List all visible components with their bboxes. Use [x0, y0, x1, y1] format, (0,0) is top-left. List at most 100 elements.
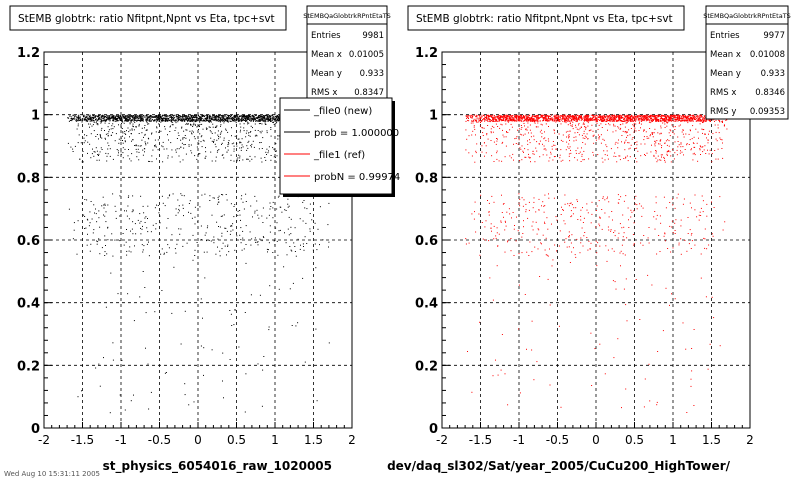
data-point	[138, 151, 140, 153]
data-point	[126, 215, 128, 217]
data-point	[171, 149, 173, 151]
data-point	[676, 197, 678, 199]
data-point	[641, 116, 643, 118]
data-point	[180, 119, 182, 121]
data-point	[619, 116, 621, 118]
data-point	[142, 154, 144, 156]
data-point	[479, 125, 481, 127]
data-point	[107, 204, 109, 206]
data-point	[139, 116, 141, 118]
data-point	[140, 119, 142, 121]
data-point	[123, 118, 125, 120]
data-point	[83, 119, 85, 121]
data-point	[120, 137, 122, 139]
data-point	[233, 216, 235, 218]
data-point	[211, 117, 213, 119]
data-point	[101, 247, 103, 249]
data-point	[564, 118, 566, 120]
data-point	[306, 243, 308, 244]
data-point	[143, 115, 144, 117]
data-point	[223, 118, 225, 120]
data-point	[189, 120, 191, 122]
data-point	[527, 217, 529, 219]
data-point	[108, 117, 110, 119]
data-point	[702, 117, 704, 119]
data-point	[511, 119, 513, 121]
data-point	[192, 126, 194, 127]
data-point	[166, 119, 168, 121]
data-point	[169, 120, 171, 122]
data-point	[268, 326, 270, 328]
data-point	[191, 119, 193, 121]
data-point	[486, 116, 488, 118]
data-point	[241, 114, 243, 116]
data-point	[182, 115, 183, 117]
data-point	[544, 148, 546, 150]
data-point	[89, 114, 91, 116]
data-point	[655, 196, 657, 198]
data-point	[155, 146, 157, 148]
data-point	[256, 209, 258, 211]
data-point	[473, 126, 475, 128]
data-point	[125, 119, 127, 121]
data-point	[259, 119, 261, 121]
data-point	[698, 137, 699, 139]
data-point	[484, 226, 486, 228]
data-point	[161, 120, 163, 121]
data-point	[114, 205, 116, 207]
data-point	[139, 117, 141, 119]
data-point	[193, 120, 195, 122]
x-tick-label: -0.5	[148, 433, 171, 447]
data-point	[686, 143, 688, 145]
data-point	[116, 149, 118, 150]
data-point	[607, 120, 609, 122]
data-point	[497, 126, 499, 127]
data-point	[479, 118, 481, 120]
data-point	[171, 119, 173, 121]
data-point	[241, 144, 243, 146]
data-point	[613, 357, 615, 359]
data-point	[689, 119, 691, 121]
data-point	[659, 120, 661, 122]
data-point	[587, 122, 589, 124]
data-point	[663, 196, 665, 198]
data-point	[600, 123, 602, 125]
data-point	[120, 151, 122, 153]
data-point	[270, 116, 271, 117]
data-point	[549, 119, 551, 121]
data-point	[101, 120, 103, 122]
data-point	[233, 160, 235, 162]
data-point	[159, 222, 161, 224]
data-point	[169, 119, 171, 121]
data-point	[180, 343, 182, 345]
data-point	[89, 222, 91, 224]
data-point	[608, 201, 610, 203]
data-point	[182, 159, 184, 161]
data-point	[705, 119, 707, 121]
data-point	[191, 124, 193, 126]
data-point	[86, 119, 88, 121]
data-point	[619, 114, 620, 116]
data-point	[508, 208, 510, 210]
data-point	[696, 115, 698, 117]
data-point	[261, 130, 263, 132]
data-point	[127, 127, 129, 129]
data-point	[232, 223, 234, 225]
data-point	[555, 116, 557, 118]
data-point	[111, 233, 113, 235]
data-point	[660, 159, 662, 161]
data-point	[638, 115, 640, 117]
data-point	[145, 115, 147, 116]
data-point	[119, 118, 121, 120]
data-point	[700, 116, 702, 118]
data-point	[147, 123, 149, 125]
data-point	[597, 117, 599, 118]
data-point	[524, 116, 525, 118]
data-point	[101, 137, 103, 139]
data-point	[666, 151, 668, 153]
data-point	[129, 118, 131, 120]
data-point	[223, 118, 225, 120]
data-point	[518, 328, 520, 330]
data-point	[525, 128, 527, 130]
data-point	[682, 203, 684, 205]
